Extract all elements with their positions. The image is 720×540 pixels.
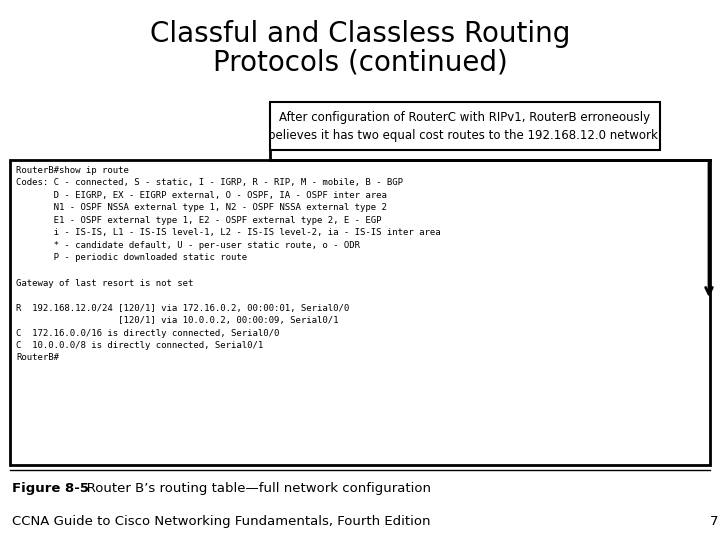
Text: Router B’s routing table—full network configuration: Router B’s routing table—full network co… (74, 482, 431, 495)
Bar (270, 102, 660, 150)
Text: Protocols (continued): Protocols (continued) (212, 48, 508, 76)
Text: CCNA Guide to Cisco Networking Fundamentals, Fourth Edition: CCNA Guide to Cisco Networking Fundament… (12, 515, 431, 528)
Text: Figure 8-5: Figure 8-5 (12, 482, 89, 495)
Bar (10, 160, 710, 465)
Text: 7: 7 (709, 515, 718, 528)
Text: After configuration of RouterC with RIPv1, RouterB erroneously
believes it has t: After configuration of RouterC with RIPv… (268, 111, 662, 141)
Text: Classful and Classless Routing: Classful and Classless Routing (150, 20, 570, 48)
Text: RouterB#show ip route
Codes: C - connected, S - static, I - IGRP, R - RIP, M - m: RouterB#show ip route Codes: C - connect… (16, 166, 441, 362)
